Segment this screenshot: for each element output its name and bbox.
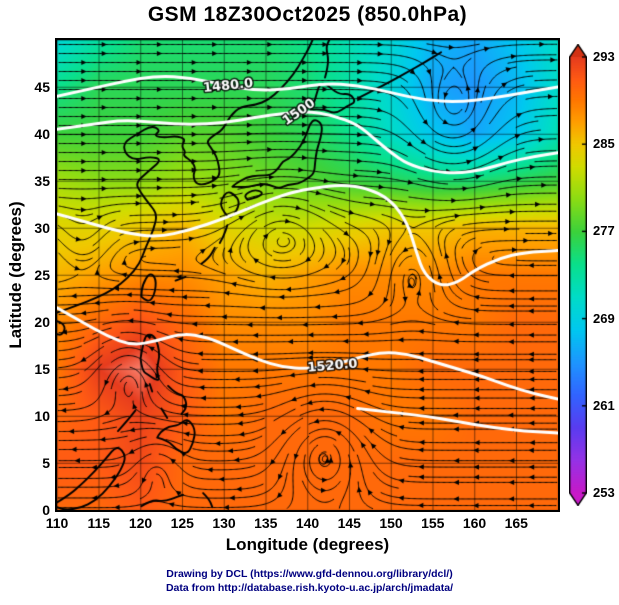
x-tick-label: 115	[87, 515, 111, 531]
colorbar-tick-label: 285	[593, 136, 615, 152]
colorbar-canvas	[569, 44, 587, 506]
credits: Drawing by DCL (https://www.gfd-dennou.o…	[0, 567, 619, 595]
y-tick-label: 10	[34, 408, 50, 424]
x-tick-label: 135	[254, 515, 278, 531]
map-canvas	[57, 40, 558, 510]
map-plot-area	[55, 38, 560, 512]
y-tick-label: 0	[42, 502, 50, 518]
colorbar-tick-label: 277	[593, 223, 615, 239]
y-tick-label: 40	[34, 126, 50, 142]
y-tick-label: 35	[34, 173, 50, 189]
x-tick-label: 140	[295, 515, 320, 531]
y-tick-label: 15	[34, 361, 50, 377]
x-tick-label: 125	[170, 515, 194, 531]
x-tick-label: 165	[504, 515, 528, 531]
x-tick-label: 155	[421, 515, 445, 531]
colorbar-tick-label: 269	[593, 310, 615, 326]
y-tick-label: 5	[42, 455, 50, 471]
credit-line-1: Drawing by DCL (https://www.gfd-dennou.o…	[166, 568, 453, 580]
y-axis-title: Latitude (degrees)	[6, 201, 25, 349]
colorbar-tick-label: 293	[593, 49, 615, 64]
colorbar-tick-label: 261	[593, 397, 615, 413]
x-tick-label: 120	[128, 515, 153, 531]
x-tick-label: 160	[462, 515, 487, 531]
y-tick-label: 45	[34, 79, 50, 95]
x-tick-label: 145	[337, 515, 361, 531]
credit-line-2: Data from http://database.rish.kyoto-u.a…	[165, 582, 454, 594]
x-tick-label: 150	[379, 515, 403, 531]
x-axis-title: Longitude (degrees)	[225, 535, 390, 554]
chart-title: GSM 18Z30Oct2025 (850.0hPa)	[147, 3, 468, 26]
x-tick-label: 130	[212, 515, 236, 531]
colorbar-tick-label: 253	[593, 485, 615, 500]
x-tick-label: 110	[45, 515, 69, 531]
